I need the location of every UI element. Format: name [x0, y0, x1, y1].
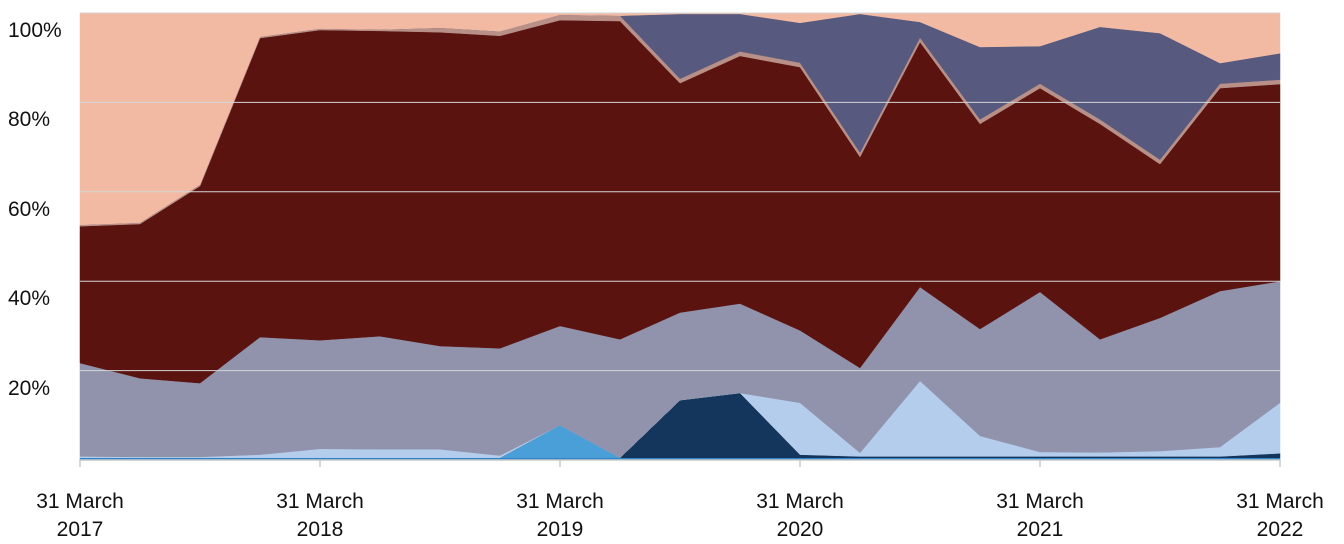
y-tick-label: 20% — [8, 376, 51, 400]
x-tick-label: 31 March 2020 — [756, 490, 844, 541]
x-tick-label: 31 March 2018 — [276, 490, 364, 541]
y-tick-label: 100% — [8, 19, 62, 42]
x-tick-label: 31 March 2022 — [1236, 490, 1324, 541]
x-tick-label: 31 March 2017 — [36, 490, 124, 541]
x-tick-label: 31 March 2019 — [516, 490, 604, 541]
y-tick-label: 60% — [8, 197, 51, 221]
y-tick-label: 40% — [8, 287, 51, 311]
y-tick-label: 80% — [8, 108, 51, 132]
x-tick-label: 31 March 2021 — [996, 490, 1084, 541]
